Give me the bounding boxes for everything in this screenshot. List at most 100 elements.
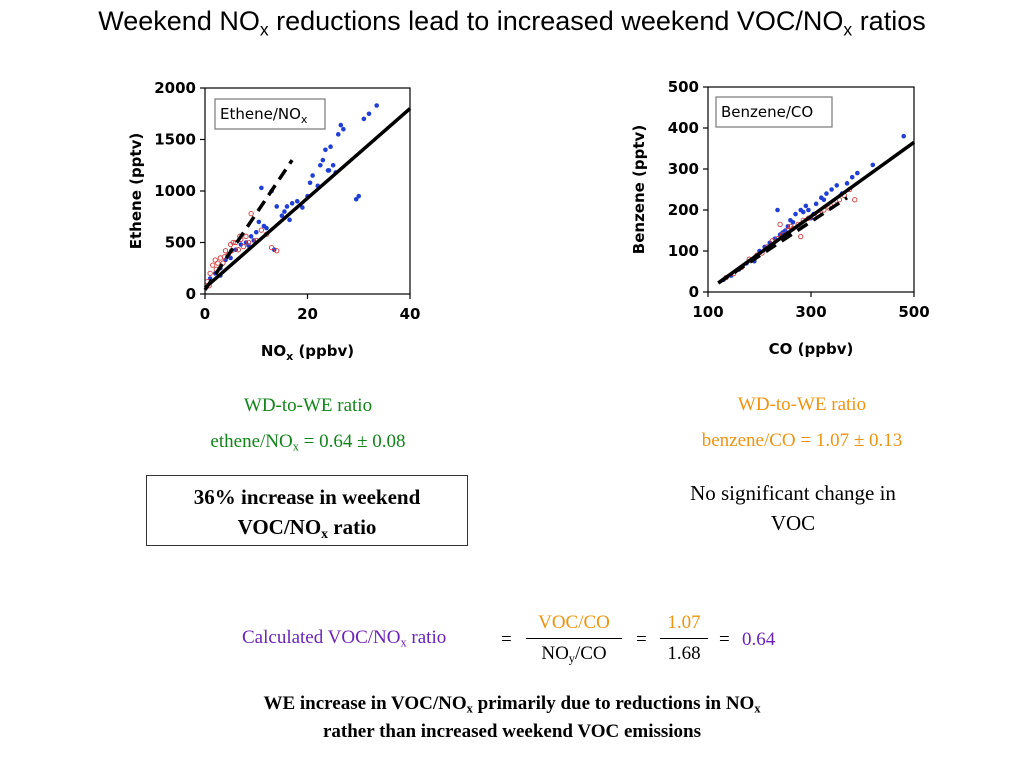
data-point	[829, 187, 834, 192]
data-point	[870, 162, 876, 168]
data-point	[824, 191, 829, 196]
data-point	[248, 234, 254, 239]
calculated-ratio-label: Calculated VOC/NOx ratio	[242, 627, 447, 650]
fraction-numeric-denominator: 1.68	[660, 638, 708, 665]
benzene-co-scatter-chart: 0 100 200 300 400 500 100 300 500 CO (ppbv) Benzen…	[630, 78, 930, 358]
data-point	[212, 257, 218, 263]
y-tick-label: 2000	[154, 79, 196, 97]
y-tick-label: 1000	[154, 182, 196, 200]
x-tick-label: 40	[400, 305, 421, 323]
x-tick-label: 20	[297, 305, 318, 323]
legend-box	[715, 96, 833, 128]
data-point	[361, 116, 367, 122]
data-point	[793, 211, 798, 217]
equals-sign-1: =	[501, 629, 512, 650]
fraction-voc-co-over-noy-co: VOC/CO NOy/CO	[524, 612, 624, 665]
left-ratio-heading: WD-to-WE ratio	[243, 395, 373, 416]
x-tick-label: 500	[898, 303, 929, 321]
y-tick-label: 500	[668, 78, 699, 96]
data-point	[259, 185, 264, 191]
data-point	[268, 244, 275, 251]
x-axis-label: NOx (ppbv)	[261, 342, 354, 363]
weekend-fit-line	[203, 159, 294, 291]
data-point	[222, 248, 229, 254]
y-axis-label: Benzene (pptv)	[630, 125, 648, 254]
x-axis-label: CO (ppbv)	[769, 340, 854, 358]
no-change-note: No significant change in VOC	[690, 481, 896, 535]
fraction-numeric-numerator: 1.07	[667, 612, 701, 633]
data-point	[353, 196, 359, 202]
data-point	[335, 132, 341, 137]
y-tick-label: 500	[165, 234, 196, 252]
data-point	[284, 204, 290, 209]
equals-sign-2: =	[636, 629, 647, 650]
data-point	[366, 111, 372, 117]
data-point	[207, 270, 213, 277]
data-point	[777, 221, 783, 228]
data-point	[307, 180, 313, 186]
data-point	[243, 233, 249, 239]
fraction-numerator: VOC/CO	[538, 612, 610, 633]
x-tick-label: 300	[795, 303, 826, 321]
data-point	[855, 170, 860, 176]
y-axis-label: Ethene (pptv)	[127, 133, 145, 249]
data-point	[320, 157, 326, 163]
right-ratio-heading: WD-to-WE ratio	[737, 394, 867, 415]
data-point	[821, 197, 827, 203]
x-tick-label: 100	[692, 303, 723, 321]
y-tick-label: 200	[668, 201, 699, 219]
y-tick-label: 0	[689, 283, 699, 301]
data-point	[235, 247, 241, 253]
legend-box	[214, 98, 326, 130]
weekday-fit-line	[203, 107, 412, 290]
data-point	[294, 199, 300, 204]
data-point	[300, 205, 305, 210]
data-point	[238, 242, 244, 247]
data-point	[790, 220, 796, 225]
weekday-fit-line	[717, 140, 916, 285]
data-point	[215, 260, 221, 266]
data-point	[374, 103, 379, 108]
weekend-fit-line	[717, 196, 849, 285]
data-point	[844, 181, 850, 186]
y-tick-label: 400	[668, 119, 699, 137]
data-point	[282, 209, 287, 214]
y-tick-label: 300	[668, 160, 699, 178]
data-point	[287, 217, 292, 223]
data-point	[256, 219, 262, 225]
data-point	[279, 213, 285, 219]
y-tick-label: 0	[186, 285, 196, 303]
legend-label: Benzene/CO	[721, 103, 813, 121]
data-point	[253, 229, 259, 235]
data-point	[803, 203, 809, 209]
data-point	[338, 122, 344, 128]
data-point	[240, 243, 247, 250]
data-point	[813, 201, 819, 207]
x-tick-label: 0	[200, 305, 210, 323]
ethene-nox-scatter-chart: 0 500 1000 1500 2000 0 20 40 NOx (ppbv) Ethene (p…	[127, 79, 421, 363]
weekend-increase-callout: 36% increase in weekend VOC/NOx ratio	[146, 475, 468, 546]
data-point	[261, 223, 267, 229]
data-point	[834, 183, 840, 188]
data-point	[849, 174, 855, 180]
data-point	[800, 209, 806, 215]
fraction-denominator: NOy/CO	[526, 638, 622, 665]
data-point	[318, 162, 323, 168]
data-point	[230, 239, 236, 246]
equals-sign-3: =	[719, 629, 730, 650]
data-point	[210, 262, 216, 268]
calculated-result: 0.64	[742, 629, 776, 650]
data-point	[245, 239, 252, 246]
ethene-nox-ratio: ethene/NOx = 0.64 ± 0.08	[210, 431, 406, 454]
conclusion-text: WE increase in VOC/NOx primarily due to …	[263, 693, 761, 742]
slide-title: Weekend NOx reductions lead to increased…	[98, 6, 926, 40]
data-point	[787, 223, 794, 230]
legend-label: Ethene/NOx	[220, 105, 308, 126]
data-point	[323, 147, 328, 153]
data-point	[289, 201, 295, 206]
data-point	[806, 207, 811, 213]
data-point	[798, 233, 804, 240]
data-point	[341, 126, 346, 132]
data-point	[852, 197, 858, 203]
data-point	[274, 204, 280, 209]
